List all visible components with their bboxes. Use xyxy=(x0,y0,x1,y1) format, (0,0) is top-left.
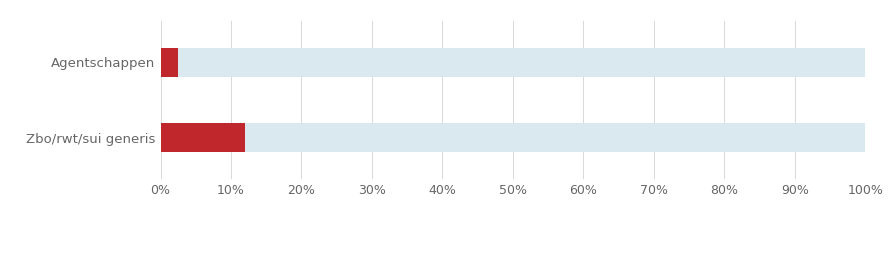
Bar xyxy=(161,48,178,77)
Bar xyxy=(161,48,865,77)
Bar xyxy=(161,123,245,152)
Bar xyxy=(161,123,865,152)
